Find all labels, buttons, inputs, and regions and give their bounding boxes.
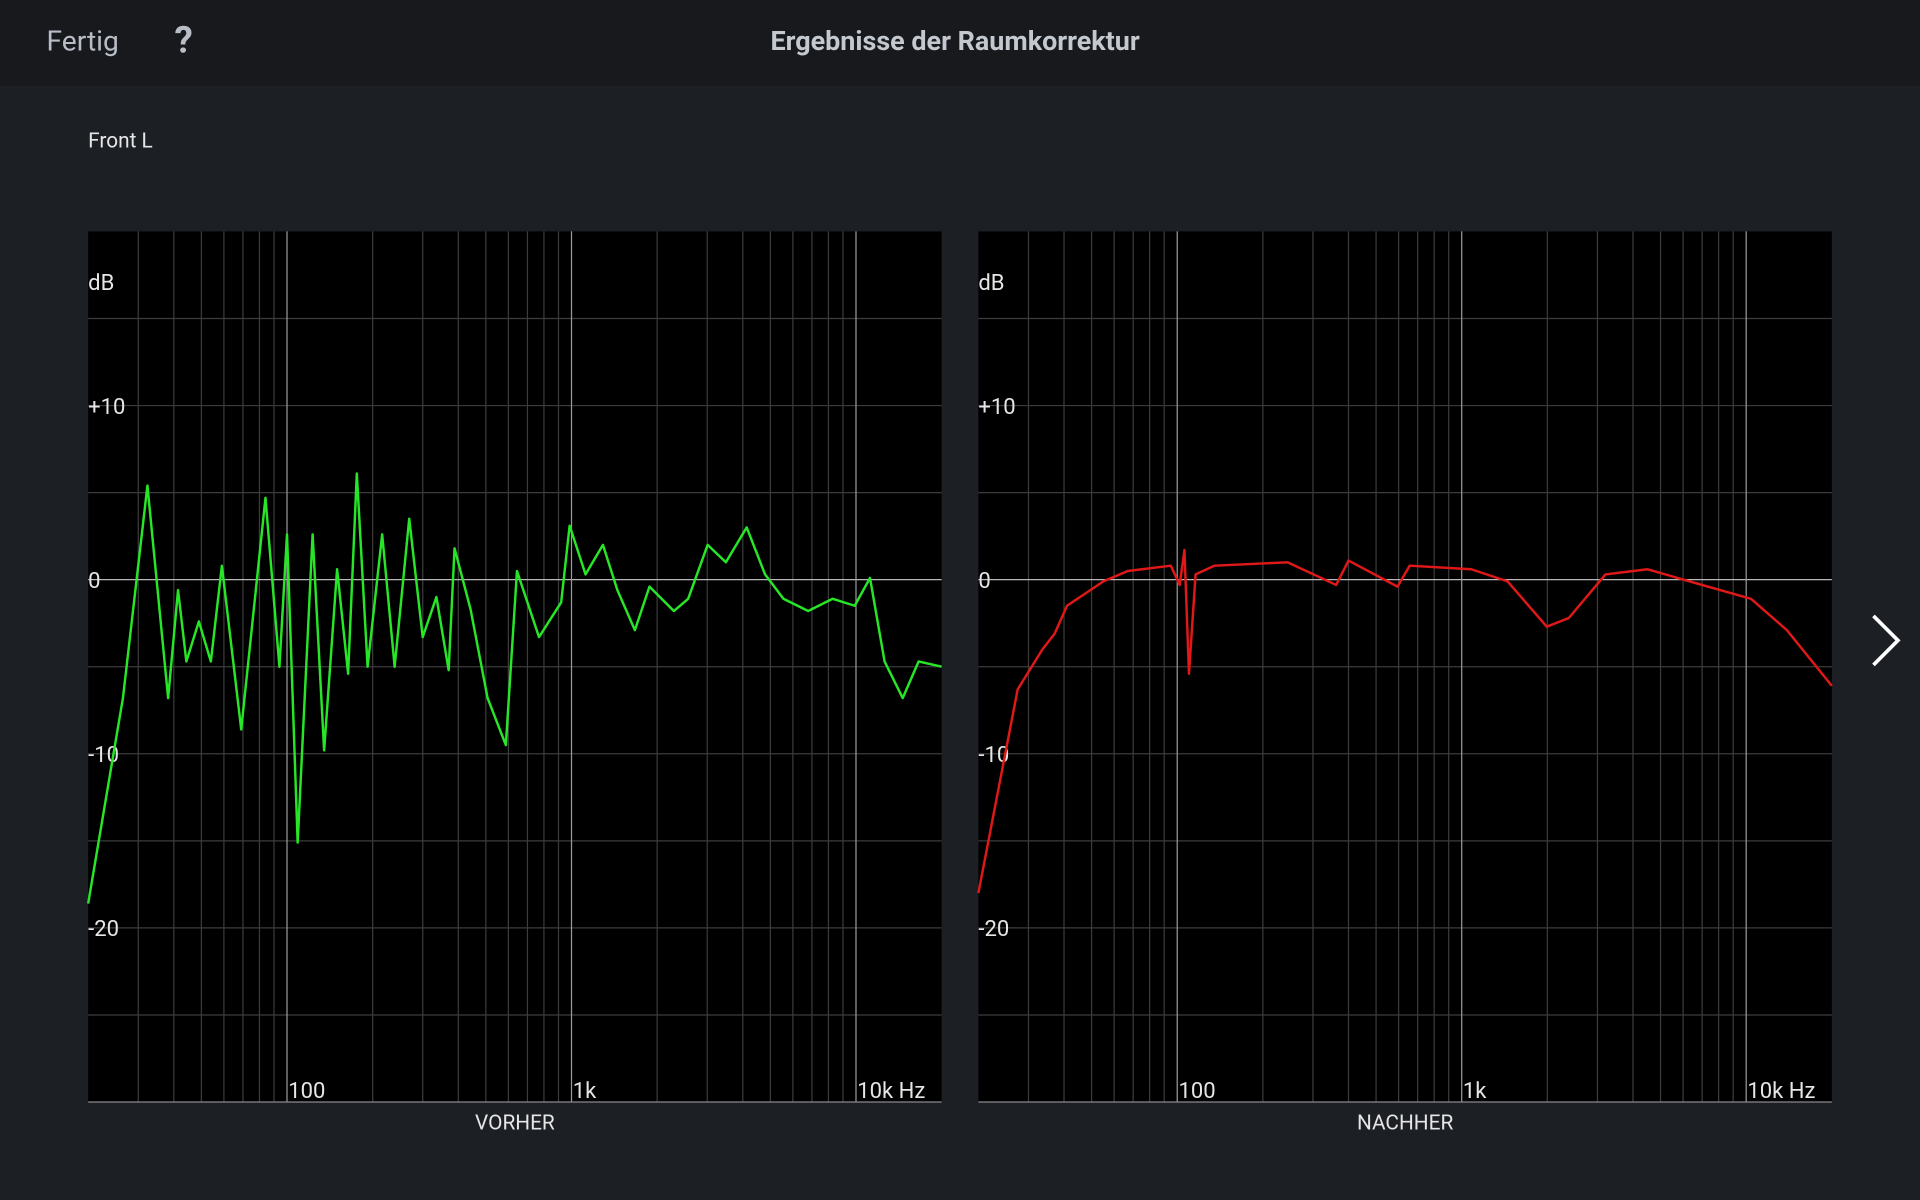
x-tick-label: 1k [1463, 1079, 1487, 1104]
header-bar [0, 0, 1920, 86]
x-tick-label: 100 [1178, 1079, 1215, 1104]
y-axis-label: dB [88, 271, 114, 296]
y-tick-label: +10 [88, 395, 125, 420]
y-axis-label: dB [978, 271, 1004, 296]
x-tick-label: 1k [573, 1079, 597, 1104]
done-button[interactable]: Fertig [47, 24, 119, 57]
x-axis-label: NACHHER [1357, 1112, 1454, 1136]
response-curve [86, 472, 942, 904]
x-tick-label: 10k Hz [1747, 1079, 1815, 1104]
help-button[interactable]: ? [175, 19, 193, 62]
response-curve [977, 548, 1833, 894]
y-tick-label: -20 [978, 917, 1009, 942]
y-tick-label: 0 [88, 569, 100, 594]
y-tick-label: +10 [978, 395, 1015, 420]
y-tick-label: 0 [978, 569, 990, 594]
page-title: Ergebnisse der Raumkorrektur [770, 25, 1139, 57]
x-tick-label: 10k Hz [857, 1079, 925, 1104]
channel-label: Front L [88, 130, 153, 154]
x-axis-label: VORHER [475, 1112, 555, 1136]
x-tick-label: 100 [288, 1079, 325, 1104]
y-tick-label: -20 [88, 917, 119, 942]
next-arrow[interactable] [1872, 614, 1901, 667]
